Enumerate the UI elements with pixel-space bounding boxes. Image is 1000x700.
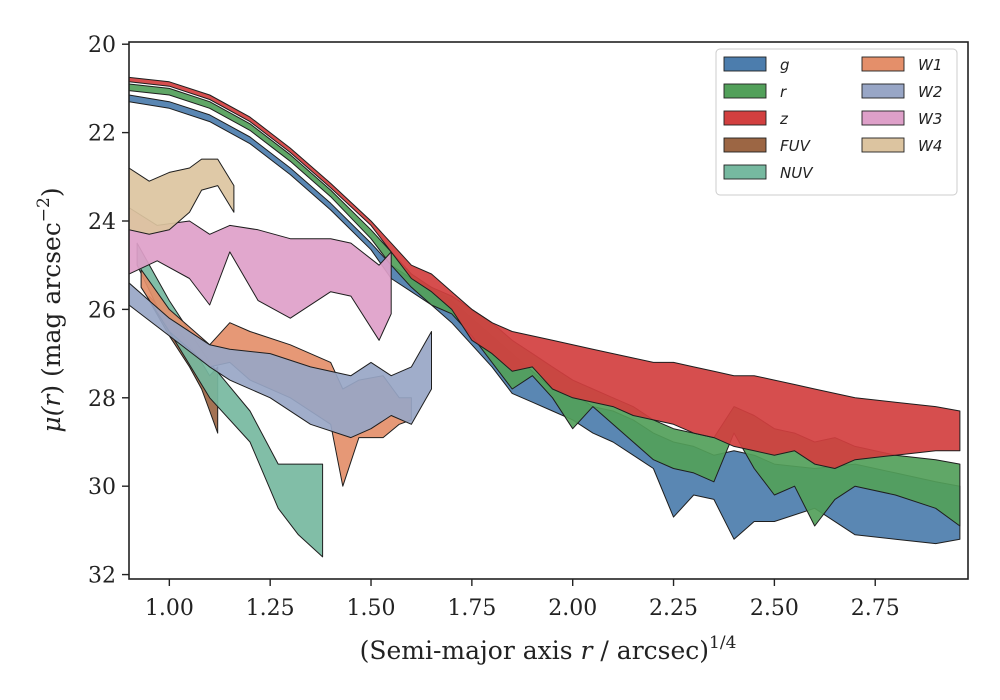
x-tick-label: 1.25 [246,596,295,621]
x-tick-label: 1.00 [145,596,194,621]
x-tick-label: 2.50 [750,596,799,621]
legend-label-fuv: FUV [780,137,812,155]
legend-swatch-r [723,83,767,99]
x-tick-label: 2.00 [548,596,597,621]
band-w4 [129,158,235,235]
plot-frame [128,41,969,580]
legend-label-w1: W1 [918,56,942,74]
legend-swatch-w1 [861,56,905,72]
x-axis-title: (Semi-major axis r / arcsec)1/4 [360,633,737,665]
legend-label-w2: W2 [918,83,942,101]
band-z [129,76,961,469]
x-axis: 1.00 1.25 1.50 1.75 2.00 2.25 2.50 2.75 [145,579,900,621]
legend-swatch-g [723,56,767,72]
y-tick-label: 20 [88,33,116,58]
legend-label-w4: W4 [918,137,942,155]
legend-swatch-z [723,110,767,126]
band-w2 [129,282,432,439]
y-axis-title: μ(r) (mag arcsec−2) [34,187,66,432]
legend-label-g: g [780,56,790,74]
legend: grz FUV NUV W1 W2 W3 W4 [715,48,958,196]
legend-swatch-w2 [861,83,905,99]
band-nuv [136,242,324,558]
legend-swatch-nuv [723,164,767,180]
y-tick-label: 32 [88,564,116,589]
legend-swatch-w3 [861,110,905,126]
x-tick-label: 1.75 [447,596,496,621]
legend-label-r: r [780,83,787,101]
x-tick-label: 2.25 [649,596,698,621]
y-axis: 20 22 24 26 28 30 32 [88,33,129,589]
y-tick-label: 24 [88,210,116,235]
x-tick-label: 2.75 [851,596,900,621]
y-tick-label: 30 [88,475,116,500]
legend-swatch-w4 [861,137,905,153]
y-tick-label: 28 [88,387,116,412]
legend-label-nuv: NUV [780,164,814,182]
profile-bands [129,76,961,558]
legend-swatch-fuv [723,137,767,153]
legend-label-z: z [779,110,789,128]
y-tick-label: 26 [88,298,116,323]
x-tick-label: 1.50 [347,596,396,621]
band-w3 [129,207,392,341]
legend-label-w3: W3 [918,110,942,128]
y-tick-label: 22 [88,122,116,147]
